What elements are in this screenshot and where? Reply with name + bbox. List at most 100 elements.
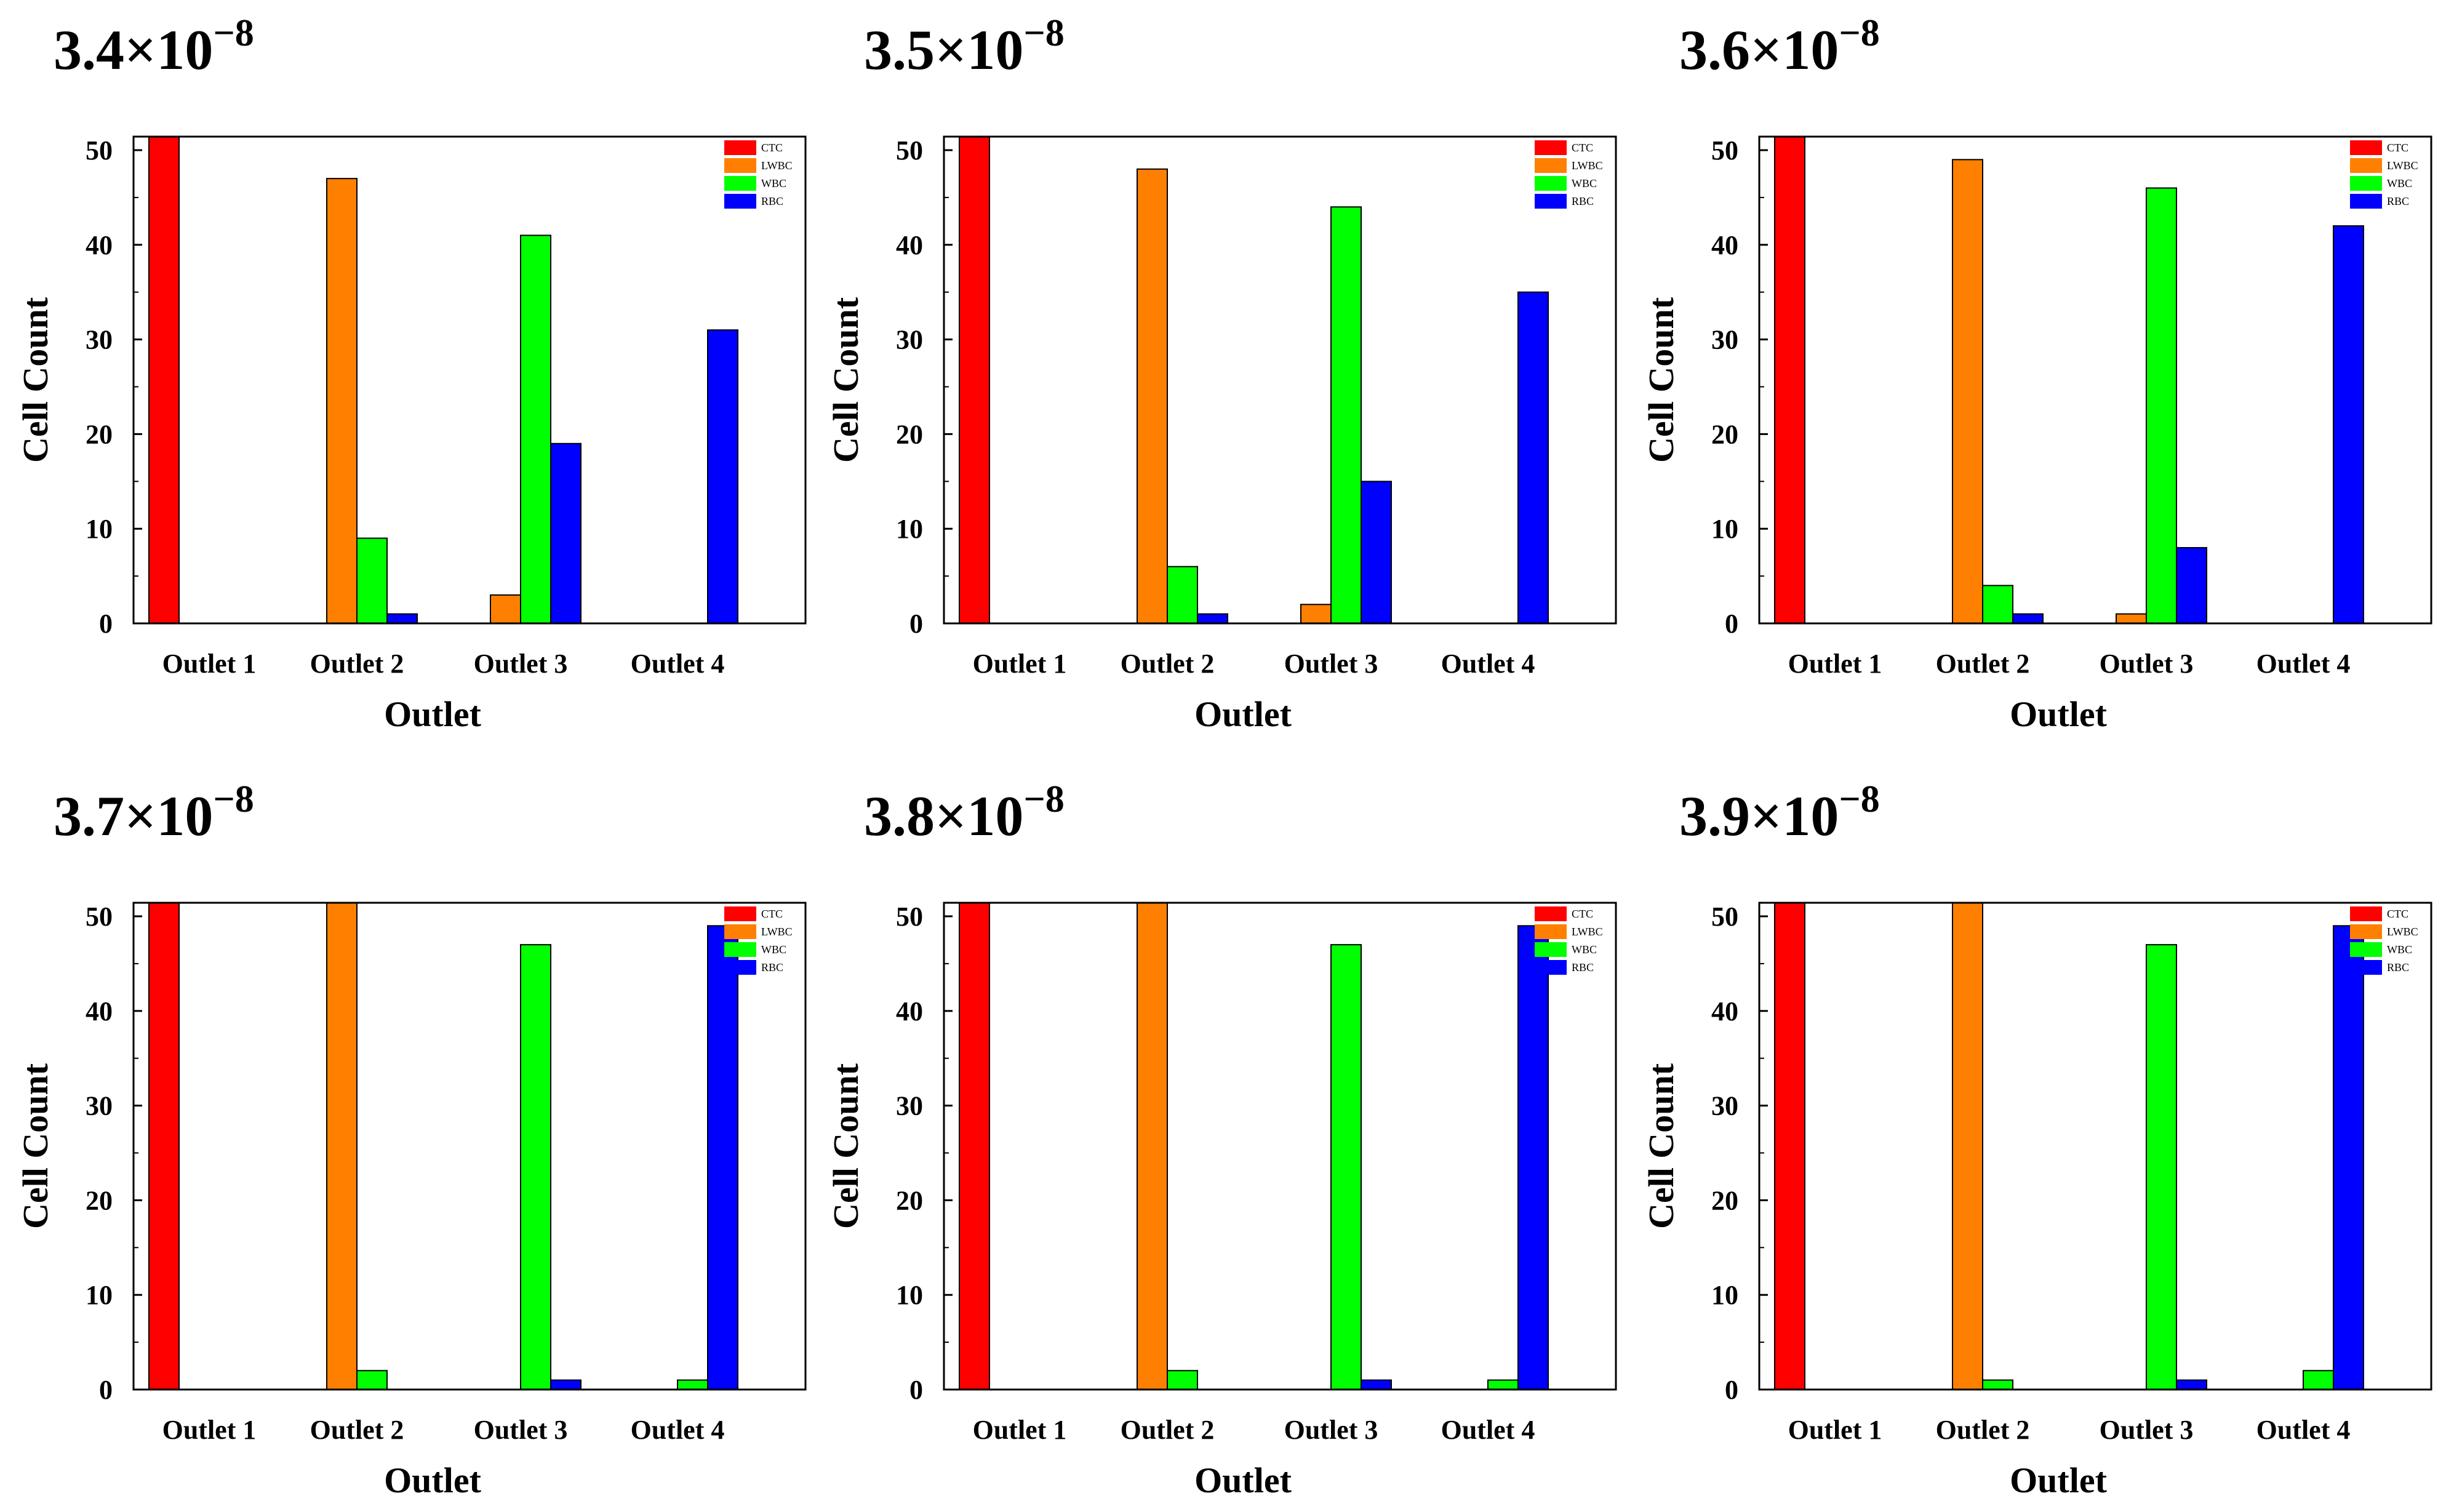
y-tick-label: 50 — [896, 135, 923, 166]
x-axis-title: Outlet — [2010, 694, 2108, 734]
y-tick-label: 40 — [86, 230, 113, 260]
panel-title-exponent: −8 — [213, 12, 254, 54]
legend-label-rbc: RBC — [2387, 961, 2409, 974]
legend-swatch-wbc — [724, 176, 756, 191]
x-tick-label: Outlet 1 — [162, 649, 257, 679]
plot-frame — [1758, 902, 2432, 1391]
legend-label-wbc: WBC — [1572, 177, 1597, 190]
legend: CTC LWBC WBC RBC — [724, 140, 793, 209]
legend-swatch-lwbc — [2350, 924, 2382, 939]
plot-frame — [132, 902, 807, 1391]
panel-title: 3.8×10−8 — [864, 778, 1065, 847]
x-tick-label: Outlet 4 — [631, 1415, 725, 1445]
legend-swatch-wbc — [724, 942, 756, 957]
y-tick-label: 30 — [896, 1091, 923, 1121]
bar-wbc-2 — [356, 537, 388, 625]
x-tick-label: Outlet 2 — [310, 649, 404, 679]
panel-title: 3.5×10−8 — [864, 12, 1065, 81]
bar-rbc-4 — [1517, 291, 1549, 624]
legend-swatch-ctc — [2350, 140, 2382, 155]
legend-label-wbc: WBC — [2387, 943, 2412, 956]
x-tick-label: Outlet 1 — [1788, 649, 1882, 679]
y-tick-label: 40 — [896, 996, 923, 1026]
legend-label-lwbc: LWBC — [2387, 926, 2418, 938]
bar-wbc-2 — [1982, 585, 2013, 624]
legend: CTC LWBC WBC RBC — [1535, 140, 1603, 209]
y-axis-title: Cell Count — [15, 1063, 55, 1229]
y-tick-label: 10 — [1711, 514, 1738, 544]
y-tick-label: 20 — [896, 419, 923, 449]
bar-lwbc-2 — [1137, 168, 1168, 624]
legend-swatch-rbc — [1535, 194, 1567, 209]
y-tick-label: 30 — [1711, 325, 1738, 355]
panel-title-mantissa: 3.4×10 — [54, 18, 213, 81]
x-axis-title: Outlet — [1194, 1460, 1292, 1500]
panel-title-mantissa: 3.5×10 — [864, 18, 1023, 81]
bar-wbc-3 — [1330, 944, 1362, 1390]
legend-swatch-ctc — [724, 140, 756, 155]
chart-panel-4: 3.7×10−8 0 10 20 30 40 50 Outlet 1 Outlet 2 Outle… — [15, 778, 807, 1500]
bar-wbc-2 — [1167, 1370, 1198, 1390]
bar-rbc-3 — [550, 442, 582, 625]
x-tick-label: Outlet 4 — [1441, 1415, 1535, 1445]
x-tick-label: Outlet 3 — [474, 1415, 568, 1445]
y-tick-label: 10 — [1711, 1280, 1738, 1310]
bar-ctc-1 — [1774, 136, 1805, 624]
y-tick-label: 10 — [896, 514, 923, 544]
y-axis-title: Cell Count — [826, 297, 866, 463]
x-tick-label: Outlet 2 — [1936, 1415, 2030, 1445]
legend-label-ctc: CTC — [1572, 908, 1593, 920]
y-axis-title: Cell Count — [1641, 297, 1681, 463]
x-tick-label: Outlet 2 — [1936, 649, 2030, 679]
panel-title-mantissa: 3.7×10 — [54, 785, 213, 847]
y-tick-label: 50 — [1711, 902, 1738, 932]
legend-label-ctc: CTC — [2387, 142, 2408, 154]
bar-ctc-1 — [959, 136, 990, 624]
y-tick-label: 30 — [896, 325, 923, 355]
bar-ctc-1 — [959, 902, 990, 1390]
bar-wbc-3 — [2146, 944, 2177, 1390]
x-axis-title: Outlet — [384, 1460, 482, 1500]
bar-rbc-3 — [1361, 1379, 1392, 1391]
panel-title: 3.7×10−8 — [54, 778, 254, 847]
legend-swatch-ctc — [1535, 140, 1567, 155]
legend-label-ctc: CTC — [2387, 908, 2408, 920]
y-tick-label: 20 — [86, 419, 113, 449]
x-tick-label: Outlet 4 — [2256, 1415, 2351, 1445]
y-tick-label: 0 — [99, 1375, 113, 1405]
y-tick-label: 50 — [896, 902, 923, 932]
chart-panel-2: 3.5×10−8 0 10 20 30 40 50 Outlet 1 Outlet 2 Outle… — [826, 12, 1617, 734]
legend-swatch-ctc — [1535, 906, 1567, 921]
y-axis-title: Cell Count — [826, 1063, 866, 1229]
y-tick-label: 10 — [86, 514, 113, 544]
y-tick-label: 40 — [896, 230, 923, 260]
bar-rbc-4 — [2333, 225, 2364, 625]
y-tick-label: 20 — [896, 1185, 923, 1215]
legend-swatch-lwbc — [724, 158, 756, 173]
bar-wbc-4 — [2303, 1370, 2334, 1390]
legend: CTC LWBC WBC RBC — [2350, 140, 2418, 209]
y-tick-label: 10 — [896, 1280, 923, 1310]
legend-swatch-rbc — [724, 194, 756, 209]
bar-rbc-3 — [550, 1379, 582, 1391]
x-tick-label: Outlet 1 — [1788, 1415, 1882, 1445]
y-tick-label: 50 — [86, 902, 113, 932]
y-tick-label: 10 — [86, 1280, 113, 1310]
y-axis-title: Cell Count — [15, 297, 55, 463]
legend: CTC LWBC WBC RBC — [724, 906, 793, 975]
legend-label-ctc: CTC — [1572, 142, 1593, 154]
bar-lwbc-3 — [2116, 613, 2147, 624]
legend-swatch-lwbc — [724, 924, 756, 939]
x-axis-title: Outlet — [2010, 1460, 2108, 1500]
bar-wbc-2 — [1167, 566, 1198, 624]
x-tick-label: Outlet 2 — [1121, 1415, 1215, 1445]
bar-rbc-4 — [707, 329, 738, 624]
x-tick-label: Outlet 4 — [631, 649, 725, 679]
legend-swatch-wbc — [2350, 942, 2382, 957]
bar-rbc-3 — [2176, 1379, 2207, 1391]
bar-wbc-3 — [520, 234, 551, 625]
legend-label-rbc: RBC — [1572, 961, 1594, 974]
y-tick-label: 0 — [1725, 609, 1738, 639]
bar-wbc-4 — [1487, 1379, 1519, 1391]
